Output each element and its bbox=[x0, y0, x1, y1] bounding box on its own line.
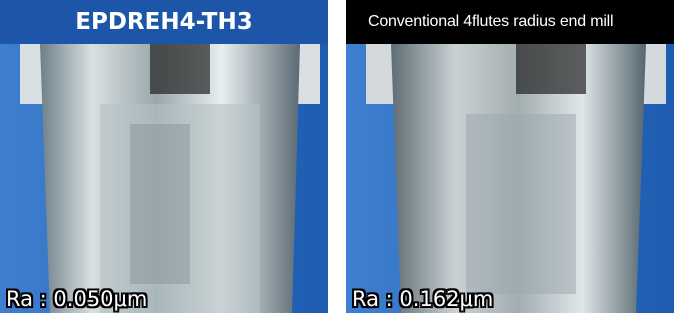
roughness-label: Ra : 0.162μm bbox=[352, 287, 493, 311]
comparison: EPDREH4-TH3 Ra : 0.050μm Conventional 4f… bbox=[0, 0, 674, 313]
photo bbox=[0, 44, 328, 313]
panel: Conventional 4flutes radius end mill Ra … bbox=[346, 0, 674, 313]
panel: EPDREH4-TH3 Ra : 0.050μm bbox=[0, 0, 328, 313]
panel-title: Conventional 4flutes radius end mill bbox=[346, 0, 674, 44]
photo bbox=[346, 44, 674, 313]
panel-title: EPDREH4-TH3 bbox=[0, 0, 328, 44]
roughness-label: Ra : 0.050μm bbox=[6, 287, 147, 311]
